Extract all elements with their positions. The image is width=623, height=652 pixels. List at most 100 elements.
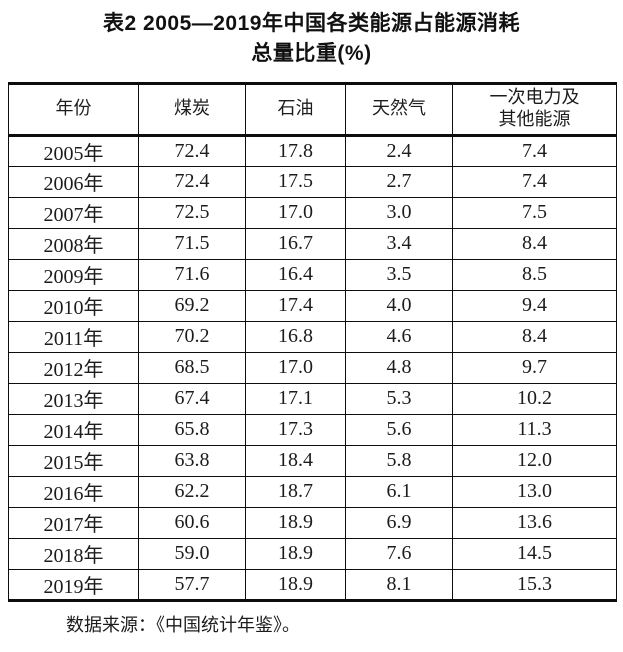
coal-value-cell: 70.2 xyxy=(138,320,246,353)
year-cell: 2010年 xyxy=(8,289,139,322)
oil-value-cell: 18.7 xyxy=(245,475,346,508)
table-title-line1: 表2 2005—2019年中国各类能源占能源消耗 xyxy=(103,12,520,35)
electricity-value-cell: 12.0 xyxy=(452,444,617,477)
table-title: 表2 2005—2019年中国各类能源占能源消耗 总量比重(%) xyxy=(0,0,623,69)
electricity-value-cell: 9.4 xyxy=(452,289,617,322)
coal-value-cell: 60.6 xyxy=(138,506,246,539)
year-cell: 2019年 xyxy=(8,568,139,601)
table-row: 2017年 60.6 18.9 6.9 13.6 xyxy=(8,506,617,539)
year-cell: 2008年 xyxy=(8,227,139,260)
oil-value-cell: 17.0 xyxy=(245,351,346,384)
year-cell: 2007年 xyxy=(8,196,139,229)
year-cell: 2016年 xyxy=(8,475,139,508)
electricity-value-cell: 13.6 xyxy=(452,506,617,539)
table-row: 2013年 67.4 17.1 5.3 10.2 xyxy=(8,382,617,415)
column-header-oil: 石油 xyxy=(245,82,346,137)
coal-value-cell: 71.5 xyxy=(138,227,246,260)
table-row: 2015年 63.8 18.4 5.8 12.0 xyxy=(8,444,617,477)
electricity-value-cell: 8.4 xyxy=(452,320,617,353)
electricity-value-cell: 8.5 xyxy=(452,258,617,291)
coal-value-cell: 69.2 xyxy=(138,289,246,322)
year-cell: 2017年 xyxy=(8,506,139,539)
coal-value-cell: 57.7 xyxy=(138,568,246,601)
oil-value-cell: 16.4 xyxy=(245,258,346,291)
table-row: 2009年 71.6 16.4 3.5 8.5 xyxy=(8,258,617,291)
energy-share-table: 年份 煤炭 石油 天然气 一次电力及 其他能源 2005年 72.4 17.8 … xyxy=(8,81,617,602)
year-cell: 2014年 xyxy=(8,413,139,446)
oil-value-cell: 17.1 xyxy=(245,382,346,415)
oil-value-cell: 18.9 xyxy=(245,506,346,539)
gas-value-cell: 6.9 xyxy=(345,506,453,539)
table-row: 2007年 72.5 17.0 3.0 7.5 xyxy=(8,196,617,229)
electricity-value-cell: 7.4 xyxy=(452,165,617,198)
oil-value-cell: 16.7 xyxy=(245,227,346,260)
electricity-value-cell: 7.4 xyxy=(452,134,617,167)
column-header-natural-gas: 天然气 xyxy=(345,82,453,137)
electricity-value-cell: 11.3 xyxy=(452,413,617,446)
gas-value-cell: 5.3 xyxy=(345,382,453,415)
year-cell: 2006年 xyxy=(8,165,139,198)
electricity-value-cell: 10.2 xyxy=(452,382,617,415)
electricity-value-cell: 9.7 xyxy=(452,351,617,384)
gas-value-cell: 6.1 xyxy=(345,475,453,508)
year-cell: 2009年 xyxy=(8,258,139,291)
coal-value-cell: 62.2 xyxy=(138,475,246,508)
oil-value-cell: 17.0 xyxy=(245,196,346,229)
oil-value-cell: 18.4 xyxy=(245,444,346,477)
coal-value-cell: 72.5 xyxy=(138,196,246,229)
table-row: 2006年 72.4 17.5 2.7 7.4 xyxy=(8,165,617,198)
oil-value-cell: 16.8 xyxy=(245,320,346,353)
electricity-value-cell: 13.0 xyxy=(452,475,617,508)
coal-value-cell: 63.8 xyxy=(138,444,246,477)
oil-value-cell: 17.5 xyxy=(245,165,346,198)
coal-value-cell: 72.4 xyxy=(138,165,246,198)
coal-value-cell: 67.4 xyxy=(138,382,246,415)
table-row: 2005年 72.4 17.8 2.4 7.4 xyxy=(8,134,617,167)
gas-value-cell: 4.8 xyxy=(345,351,453,384)
gas-value-cell: 5.8 xyxy=(345,444,453,477)
electricity-value-cell: 7.5 xyxy=(452,196,617,229)
oil-value-cell: 18.9 xyxy=(245,568,346,601)
gas-value-cell: 3.4 xyxy=(345,227,453,260)
electricity-value-cell: 14.5 xyxy=(452,537,617,570)
gas-value-cell: 2.7 xyxy=(345,165,453,198)
gas-value-cell: 3.0 xyxy=(345,196,453,229)
oil-value-cell: 17.4 xyxy=(245,289,346,322)
year-cell: 2005年 xyxy=(8,134,139,167)
coal-value-cell: 68.5 xyxy=(138,351,246,384)
electricity-value-cell: 15.3 xyxy=(452,568,617,601)
gas-value-cell: 8.1 xyxy=(345,568,453,601)
table-row: 2008年 71.5 16.7 3.4 8.4 xyxy=(8,227,617,260)
table-title-line2: 总量比重(%) xyxy=(251,41,372,65)
gas-value-cell: 4.0 xyxy=(345,289,453,322)
column-header-coal: 煤炭 xyxy=(138,82,246,137)
oil-value-cell: 18.9 xyxy=(245,537,346,570)
table-row: 2019年 57.7 18.9 8.1 15.3 xyxy=(8,568,617,601)
coal-value-cell: 71.6 xyxy=(138,258,246,291)
table-row: 2010年 69.2 17.4 4.0 9.4 xyxy=(8,289,617,322)
coal-value-cell: 59.0 xyxy=(138,537,246,570)
table-row: 2016年 62.2 18.7 6.1 13.0 xyxy=(8,475,617,508)
table-row: 2011年 70.2 16.8 4.6 8.4 xyxy=(8,320,617,353)
year-cell: 2011年 xyxy=(8,320,139,353)
column-header-year: 年份 xyxy=(8,82,139,137)
oil-value-cell: 17.8 xyxy=(245,134,346,167)
electricity-value-cell: 8.4 xyxy=(452,227,617,260)
table-row: 2018年 59.0 18.9 7.6 14.5 xyxy=(8,537,617,570)
table-row: 2014年 65.8 17.3 5.6 11.3 xyxy=(8,413,617,446)
year-cell: 2012年 xyxy=(8,351,139,384)
gas-value-cell: 3.5 xyxy=(345,258,453,291)
oil-value-cell: 17.3 xyxy=(245,413,346,446)
gas-value-cell: 2.4 xyxy=(345,134,453,167)
gas-value-cell: 4.6 xyxy=(345,320,453,353)
table-row: 2012年 68.5 17.0 4.8 9.7 xyxy=(8,351,617,384)
data-source-note: 数据来源：《中国统计年鉴》。 xyxy=(66,614,300,635)
gas-value-cell: 7.6 xyxy=(345,537,453,570)
coal-value-cell: 72.4 xyxy=(138,134,246,167)
coal-value-cell: 65.8 xyxy=(138,413,246,446)
year-cell: 2018年 xyxy=(8,537,139,570)
year-cell: 2015年 xyxy=(8,444,139,477)
year-cell: 2013年 xyxy=(8,382,139,415)
gas-value-cell: 5.6 xyxy=(345,413,453,446)
